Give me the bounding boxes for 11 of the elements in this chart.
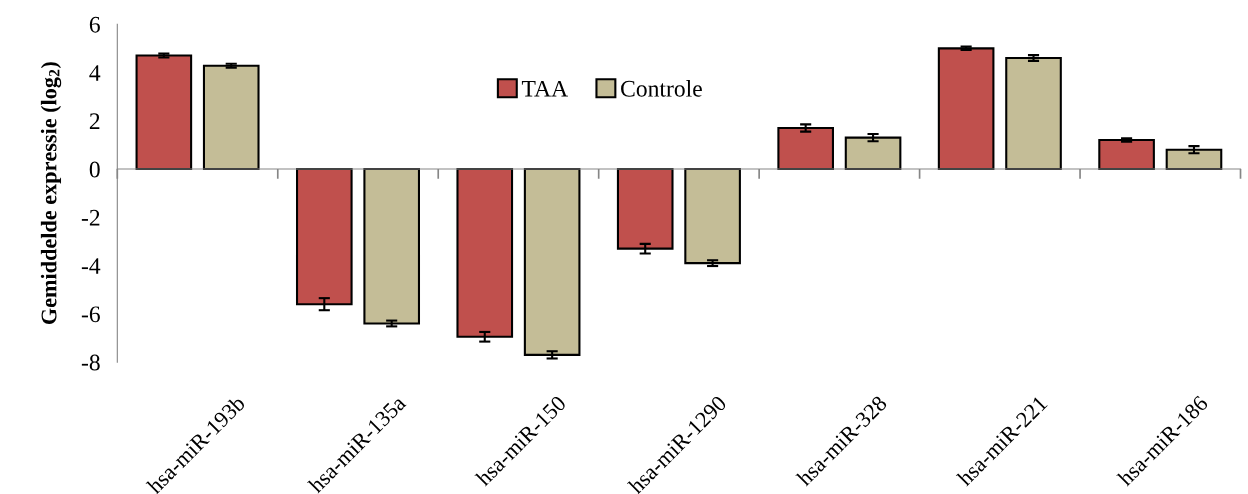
y-tick-label: 2 bbox=[89, 113, 100, 129]
y-tick-label: -2 bbox=[81, 209, 100, 226]
y-tick-label: 6 bbox=[89, 16, 100, 33]
y-tick-label: 0 bbox=[89, 161, 100, 178]
legend-label: TAA bbox=[521, 80, 568, 97]
y-tick-label: -8 bbox=[81, 354, 100, 371]
y-tick-label: -4 bbox=[81, 258, 101, 274]
legend-label: Controle bbox=[621, 80, 702, 97]
y-tick-label: 4 bbox=[89, 65, 101, 81]
y-tick-label: -6 bbox=[81, 306, 100, 323]
y-axis-title: Gemiddelde expressie (log$_{2}$) bbox=[40, 62, 62, 325]
